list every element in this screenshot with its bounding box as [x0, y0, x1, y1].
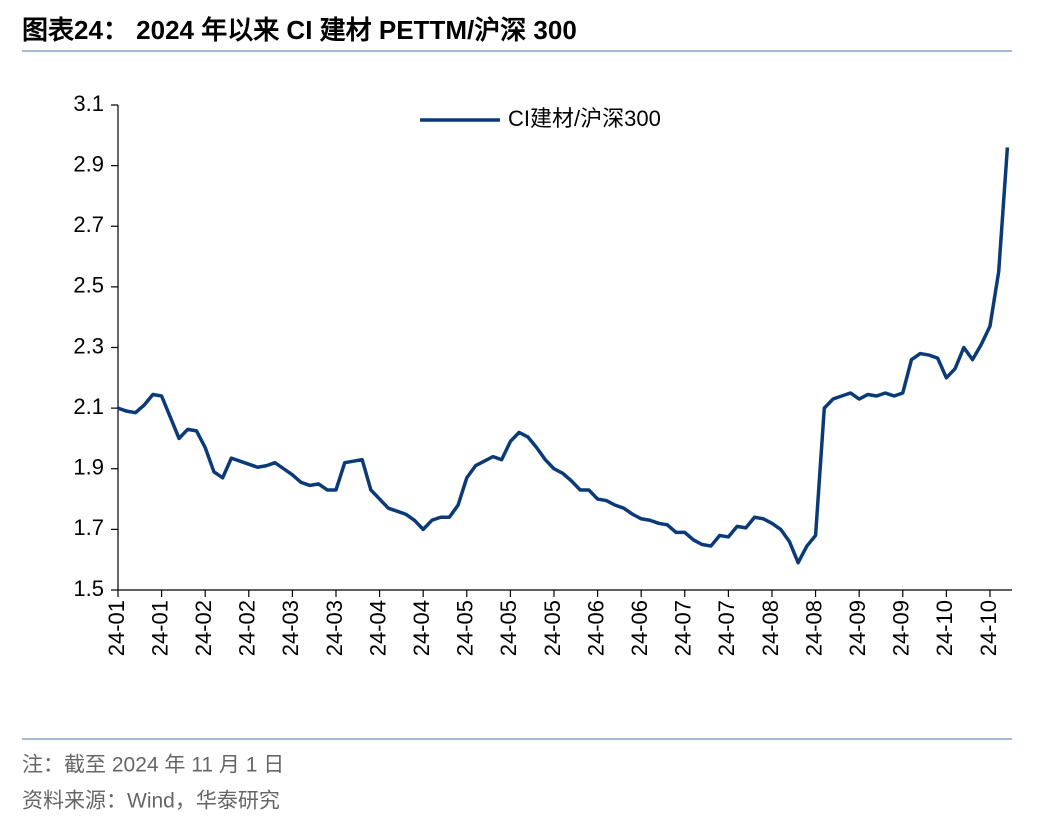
y-tick-label: 2.3 — [73, 333, 104, 358]
y-tick-label: 2.7 — [73, 212, 104, 237]
y-tick-label: 1.9 — [73, 455, 104, 480]
note: 注：截至 2024 年 11 月 1 日 — [22, 754, 284, 777]
x-tick-label: 24-05 — [496, 600, 521, 656]
y-tick-label: 1.7 — [73, 515, 104, 540]
source: 资料来源：Wind，华泰研究 — [22, 790, 280, 813]
x-tick-label: 24-10 — [976, 600, 1001, 656]
y-tick-label: 1.5 — [73, 576, 104, 601]
y-tick-label: 2.1 — [73, 394, 104, 419]
x-tick-label: 24-03 — [278, 600, 303, 656]
x-tick-label: 24-07 — [714, 600, 739, 656]
y-tick-label: 3.1 — [73, 91, 104, 116]
x-tick-label: 24-10 — [932, 600, 957, 656]
x-tick-label: 24-08 — [758, 600, 783, 656]
x-tick-label: 24-05 — [540, 600, 565, 656]
series-line — [117, 147, 1010, 565]
x-tick-label: 24-04 — [365, 600, 390, 656]
chart-title: 图表24： 2024 年以来 CI 建材 PETTM/沪深 300 — [22, 15, 577, 45]
x-tick-label: 24-08 — [801, 600, 826, 656]
x-tick-label: 24-01 — [104, 600, 129, 656]
x-tick-label: 24-02 — [191, 600, 216, 656]
x-tick-label: 24-01 — [147, 600, 172, 656]
x-tick-label: 24-04 — [409, 600, 434, 656]
x-tick-label: 24-03 — [322, 600, 347, 656]
x-tick-label: 24-05 — [453, 600, 478, 656]
y-tick-label: 2.9 — [73, 151, 104, 176]
x-tick-label: 24-06 — [627, 600, 652, 656]
x-tick-label: 24-02 — [235, 600, 260, 656]
x-tick-label: 24-09 — [845, 600, 870, 656]
x-tick-label: 24-06 — [583, 600, 608, 656]
x-tick-label: 24-09 — [889, 600, 914, 656]
x-tick-label: 24-07 — [671, 600, 696, 656]
legend-label: CI建材/沪深300 — [508, 106, 661, 131]
y-tick-label: 2.5 — [73, 273, 104, 298]
